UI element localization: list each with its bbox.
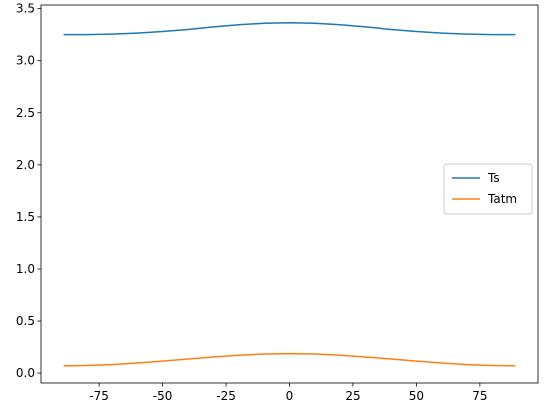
- y-tick-label: 3.0: [16, 54, 35, 68]
- line: [63, 352, 516, 367]
- x-tick-label: -75: [89, 389, 109, 403]
- y-tick-label: 2.0: [16, 158, 35, 172]
- x-tick-label: 50: [409, 389, 424, 403]
- x-tick-label: 25: [345, 389, 360, 403]
- y-tick-label: 3.5: [16, 2, 35, 16]
- legend-box: [443, 163, 533, 215]
- legend: Ts Tatm: [443, 163, 533, 215]
- legend-label: Tatm: [487, 192, 517, 206]
- x-tick-label: 0: [286, 389, 294, 403]
- x-tick-label: -50: [153, 389, 173, 403]
- y-tick-label: 0.5: [16, 314, 35, 328]
- y-tick-label: 1.0: [16, 262, 35, 276]
- plot-frame: [40, 4, 539, 384]
- y-tick-label: 1.5: [16, 210, 35, 224]
- y-tick-label: 0.0: [16, 366, 35, 380]
- y-tick-label: 2.5: [16, 106, 35, 120]
- x-tick-label: 75: [472, 389, 487, 403]
- line: [63, 21, 516, 36]
- legend-label: Ts: [487, 171, 500, 185]
- x-tick-label: -25: [216, 389, 236, 403]
